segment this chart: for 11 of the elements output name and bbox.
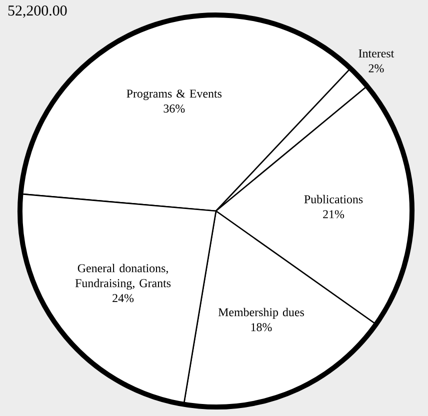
chart-title: 52,200.00: [8, 6, 67, 18]
slice-label: Publications: [304, 194, 363, 204]
slice-label: Programs & Events: [126, 90, 222, 100]
data-label: 2%: [368, 64, 384, 72]
slice-label: Interest: [358, 49, 394, 58]
data-label: 21%: [323, 210, 344, 218]
data-label: 36%: [164, 104, 185, 113]
slice-label: General donations, Fundraising, Grants: [75, 264, 171, 290]
slice-label: Membership dues: [218, 308, 304, 319]
data-label: 18%: [251, 323, 272, 332]
data-label: 24%: [112, 294, 134, 302]
